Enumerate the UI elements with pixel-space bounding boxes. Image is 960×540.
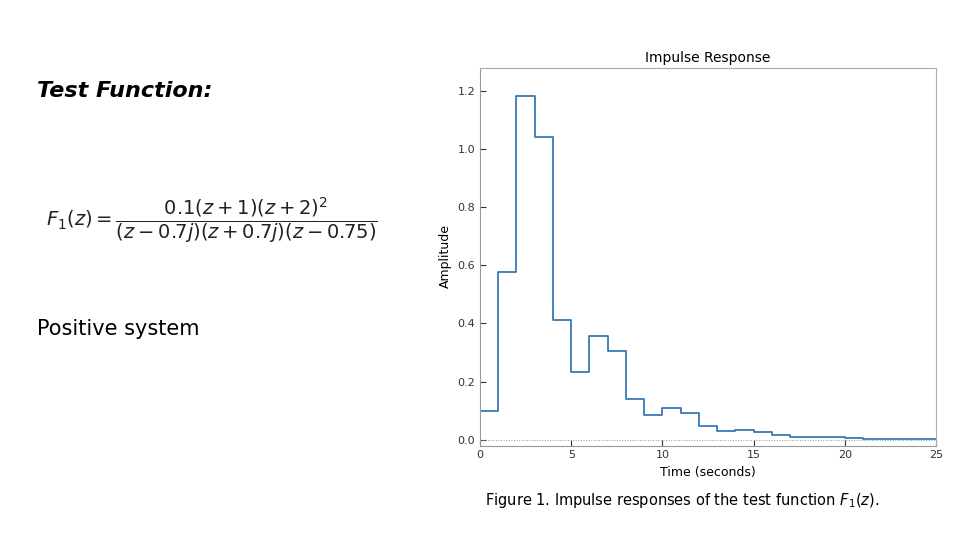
Text: ❖: ❖ bbox=[17, 11, 36, 31]
X-axis label: Time (seconds): Time (seconds) bbox=[660, 466, 756, 479]
Text: 11/14: 11/14 bbox=[876, 11, 941, 31]
Text: Simulations: Simulations bbox=[38, 9, 196, 33]
Text: Figure 1. Impulse responses of the test function $F_1(z)$.: Figure 1. Impulse responses of the test … bbox=[485, 491, 879, 510]
Text: Positive system: Positive system bbox=[36, 319, 200, 339]
Title: Impulse Response: Impulse Response bbox=[645, 51, 771, 65]
Text: $F_1(z) = \dfrac{0.1(z+1)(z+2)^2}{(z-0.7j)(z+0.7j)(z-0.75)}$: $F_1(z) = \dfrac{0.1(z+1)(z+2)^2}{(z-0.7… bbox=[46, 195, 377, 245]
Text: Test Function:: Test Function: bbox=[36, 81, 212, 101]
Y-axis label: Amplitude: Amplitude bbox=[439, 225, 452, 288]
